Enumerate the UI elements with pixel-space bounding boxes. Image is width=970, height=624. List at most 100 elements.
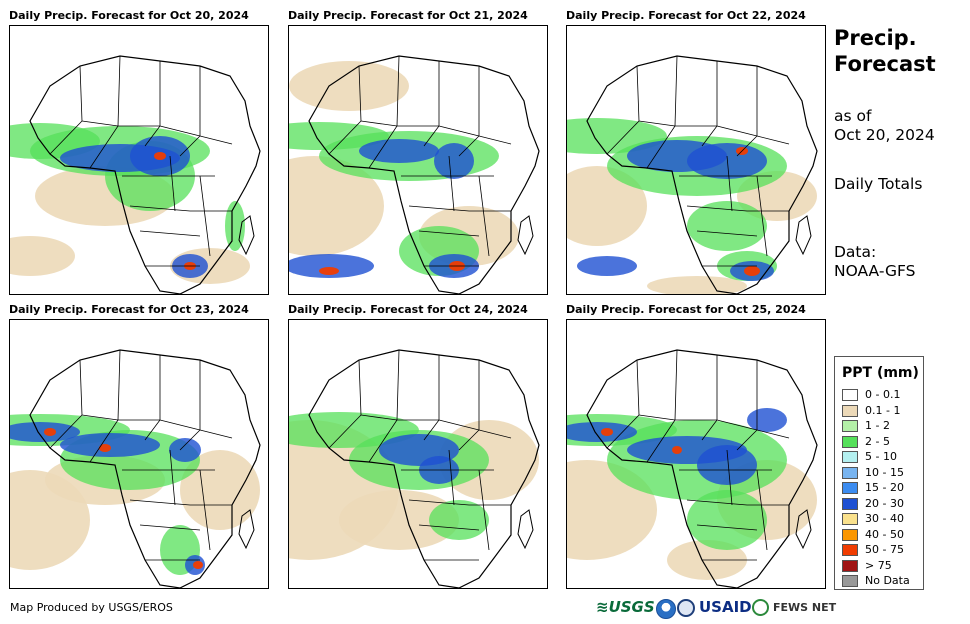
legend-swatch	[842, 497, 858, 510]
legend-item: 50 - 75	[842, 543, 922, 558]
country-border	[139, 230, 201, 237]
country-border	[139, 524, 201, 531]
country-border	[638, 120, 676, 127]
legend: PPT (mm) 0 - 0.1 0.1 - 1 1 - 2 2 - 5 5 - 10 1…	[834, 356, 924, 590]
legend-item: 1 - 2	[842, 419, 922, 434]
legend-item: 10 - 15	[842, 465, 922, 481]
data-source-value: NOAA-GFS	[834, 262, 916, 280]
precip-heavy-area	[747, 408, 787, 432]
agency-logos: ≋USGS USAID FEWS NET	[596, 598, 836, 620]
africa-map	[10, 55, 261, 294]
legend-label: 15 - 20	[865, 481, 904, 494]
africa-map	[289, 55, 540, 294]
panel-title-oct22: Daily Precip. Forecast for Oct 22, 2024	[566, 9, 806, 22]
africa-coastline	[308, 349, 540, 588]
country-border	[418, 230, 480, 237]
legend-label: 50 - 75	[865, 543, 904, 556]
map-panel-oct24	[288, 319, 548, 589]
country-border	[360, 414, 398, 421]
legend-swatch	[842, 435, 858, 448]
precip-heavy-area	[687, 143, 767, 179]
africa-map	[567, 55, 818, 294]
map-panel-oct21	[288, 25, 548, 295]
country-border	[169, 155, 176, 212]
legend-swatch	[842, 575, 858, 587]
panel-title-oct21: Daily Precip. Forecast for Oct 21, 2024	[288, 9, 528, 22]
madagascar-coastline	[795, 509, 812, 550]
panel-title-oct20: Daily Precip. Forecast for Oct 20, 2024	[9, 9, 249, 22]
noaa-logo-icon	[656, 599, 676, 619]
precip-extreme-area	[601, 428, 613, 436]
precip-heavy-area	[289, 254, 374, 278]
africa-coastline	[586, 55, 818, 294]
legend-label: 0.1 - 1	[865, 403, 901, 417]
as-of-value: Oct 20, 2024	[834, 126, 935, 144]
map-credit: Map Produced by USGS/EROS	[10, 601, 173, 614]
madagascar-coastline	[238, 215, 255, 256]
fews-globe-icon	[752, 599, 769, 616]
precip-light-area	[339, 490, 459, 550]
map-panel-oct22	[566, 25, 826, 295]
legend-label: 0 - 0.1	[865, 388, 901, 401]
data-source: Data: NOAA-GFS	[834, 243, 915, 281]
data-source-label: Data:	[834, 243, 877, 261]
precip-moderate-area	[225, 201, 245, 251]
precip-heavy-area	[359, 139, 439, 163]
precip-heavy-area	[697, 445, 757, 485]
country-border	[686, 205, 789, 212]
country-border	[169, 449, 176, 506]
madagascar-coastline	[795, 215, 812, 256]
country-border	[438, 419, 512, 439]
country-border	[478, 469, 490, 551]
africa-map	[289, 349, 540, 588]
country-border	[408, 499, 511, 506]
legend-swatch	[842, 513, 858, 525]
legend-label: 10 - 15	[865, 465, 904, 479]
map-panel-oct25	[566, 319, 826, 589]
legend-label: No Data	[865, 574, 910, 587]
africa-map	[567, 349, 818, 588]
precip-moderate-area	[687, 490, 767, 550]
country-border	[686, 499, 789, 506]
country-border	[716, 125, 790, 145]
precip-heavy-area	[169, 438, 201, 462]
legend-swatch	[842, 389, 858, 401]
legend-swatch	[842, 528, 858, 541]
precip-extreme-area	[672, 446, 682, 454]
madagascar-coastline	[517, 509, 534, 550]
forecast-title-line2: Forecast	[834, 52, 936, 76]
legend-item: 0.1 - 1	[842, 403, 922, 419]
map-panel-oct20	[9, 25, 269, 295]
daily-totals-label: Daily Totals	[834, 175, 923, 193]
legend-swatch	[842, 404, 858, 417]
country-border	[159, 419, 233, 439]
country-border	[696, 524, 758, 531]
legend-item: 30 - 40	[842, 512, 922, 527]
country-border	[418, 524, 480, 531]
legend-swatch	[842, 544, 858, 556]
country-border	[701, 61, 718, 147]
precip-extreme-area	[44, 428, 56, 436]
legend-item: 40 - 50	[842, 528, 922, 543]
country-border	[756, 175, 768, 257]
precip-light-area	[10, 236, 75, 276]
country-border	[638, 414, 676, 421]
legend-item: 15 - 20	[842, 481, 922, 496]
precip-extreme-area	[319, 267, 339, 275]
precip-heavy-area	[60, 433, 160, 457]
precip-light-area	[289, 61, 409, 111]
country-border	[448, 449, 455, 506]
legend-label: 1 - 2	[865, 419, 890, 432]
country-border	[716, 419, 790, 439]
country-border	[408, 205, 511, 212]
precip-heavy-area	[577, 256, 637, 276]
legend-swatch	[842, 482, 858, 494]
legend-swatch	[842, 420, 858, 432]
panel-title-oct23: Daily Precip. Forecast for Oct 23, 2024	[9, 303, 249, 316]
country-border	[199, 175, 211, 257]
country-border	[478, 175, 490, 257]
country-border	[726, 155, 733, 212]
precip-light-area	[289, 156, 384, 256]
legend-title: PPT (mm)	[842, 365, 919, 381]
madagascar-coastline	[517, 215, 534, 256]
